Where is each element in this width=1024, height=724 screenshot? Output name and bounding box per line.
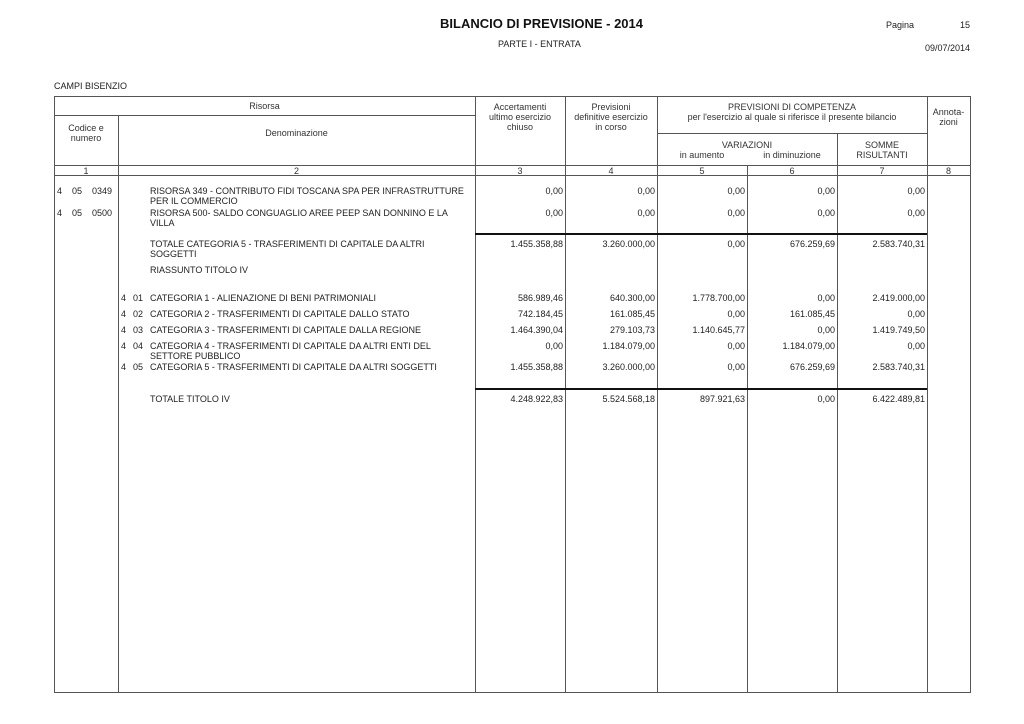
row-description: RISORSA 500- SALDO CONGUAGLIO AREE PEEP … [150,208,448,228]
category-code: 05 [133,362,144,372]
row-description: CATEGORIA 4 - TRASFERIMENTI DI CAPITALE … [150,341,431,361]
row-description: RIASSUNTO TITOLO IV [150,265,249,275]
amount-cell: 0,00 [817,186,835,196]
amount-cell: 2.583.740,31 [872,362,925,372]
resource-code: 05 [72,208,83,218]
column-number: 5 [699,166,705,176]
amount-cell: 0,00 [817,325,835,335]
resource-code: 0349 [92,186,113,196]
amount-cell: 0,00 [907,186,925,196]
amount-cell: 5.524.568,18 [602,394,655,404]
amount-cell: 1.464.390,04 [510,325,563,335]
resource-code: 05 [72,186,83,196]
category-code: 4 [121,325,127,335]
amount-cell: 1.419.749,50 [872,325,925,335]
amount-cell: 0,00 [727,186,745,196]
row-description: CATEGORIA 3 - TRASFERIMENTI DI CAPITALE … [150,325,422,335]
amount-cell: 0,00 [817,208,835,218]
amount-cell: 1.455.358,88 [510,362,563,372]
row-description: CATEGORIA 1 - ALIENAZIONE DI BENI PATRIM… [150,293,377,303]
amount-cell: 1.455.358,88 [510,239,563,249]
amount-cell: 3.260.000,00 [602,239,655,249]
category-code: 4 [121,341,127,351]
header-risorsa: Risorsa [249,101,280,111]
page-label: Pagina [886,20,915,30]
amount-cell: 161.085,45 [609,309,655,319]
amount-cell: 640.300,00 [609,293,655,303]
amount-cell: 4.248.922,83 [510,394,563,404]
amount-cell: 279.103,73 [609,325,655,335]
header-somme: SOMME RISULTANTI [856,140,908,160]
category-code: 02 [133,309,144,319]
amount-cell: 0,00 [907,341,925,351]
report-subtitle: PARTE I - ENTRATA [498,39,581,49]
resource-code: 4 [57,208,63,218]
header-in-aumento: in aumento [679,150,725,160]
row-description: CATEGORIA 5 - TRASFERIMENTI DI CAPITALE … [150,362,437,372]
header-accertamenti: Accertamenti ultimo esercizio chiuso [488,102,552,132]
column-number: 3 [517,166,523,176]
column-number: 1 [83,166,89,176]
amount-cell: 0,00 [727,208,745,218]
header-codice: Codice e numero [68,123,104,143]
amount-cell: 897.921,63 [699,394,745,404]
amount-cell: 676.259,69 [789,362,835,372]
page-number: 15 [959,20,970,30]
amount-cell: 0,00 [727,239,745,249]
header-in-diminuzione: in diminuzione [763,150,821,160]
amount-cell: 0,00 [545,186,563,196]
amount-cell: 1.140.645,77 [692,325,745,335]
amount-cell: 0,00 [907,309,925,319]
report-title: BILANCIO DI PREVISIONE - 2014 [440,16,643,31]
category-code: 4 [121,362,127,372]
header-denominazione: Denominazione [265,128,328,138]
column-number: 4 [608,166,614,176]
amount-cell: 0,00 [727,309,745,319]
amount-cell: 6.422.489,81 [872,394,925,404]
row-description: TOTALE CATEGORIA 5 - TRASFERIMENTI DI CA… [150,239,425,259]
category-code: 03 [133,325,144,335]
amount-cell: 586.989,46 [517,293,563,303]
amount-cell: 161.085,45 [789,309,835,319]
report-date: 09/07/2014 [924,43,970,53]
amount-cell: 0,00 [727,362,745,372]
amount-cell: 3.260.000,00 [602,362,655,372]
category-code: 4 [121,309,127,319]
header-previsioni: Previsioni definitive esercizio in corso [574,102,648,132]
amount-cell: 0,00 [727,341,745,351]
amount-cell: 1.184.079,00 [782,341,835,351]
row-description: CATEGORIA 2 - TRASFERIMENTI DI CAPITALE … [150,309,410,319]
amount-cell: 0,00 [817,394,835,404]
amount-cell: 2.583.740,31 [872,239,925,249]
row-description: RISORSA 349 - CONTRIBUTO FIDI TOSCANA SP… [150,186,464,206]
header-variazioni: VARIAZIONI [721,140,773,150]
amount-cell: 0,00 [817,293,835,303]
column-number: 7 [879,166,885,176]
column-number: 6 [789,166,795,176]
resource-code: 0500 [92,208,113,218]
amount-cell: 0,00 [637,208,655,218]
header-annotazioni: Annota- zioni [932,107,965,127]
amount-cell: 676.259,69 [789,239,835,249]
amount-cell: 0,00 [907,208,925,218]
amount-cell: 0,00 [637,186,655,196]
category-code: 04 [133,341,144,351]
column-number: 8 [945,166,951,176]
category-code: 4 [121,293,127,303]
amount-cell: 2.419.000,00 [872,293,925,303]
header-competenza: PREVISIONI DI COMPETENZA per l'esercizio… [687,102,897,122]
amount-cell: 0,00 [545,341,563,351]
column-number: 2 [293,166,299,176]
amount-cell: 1.778.700,00 [692,293,745,303]
category-code: 01 [133,293,144,303]
entity-name: CAMPI BISENZIO [54,81,128,91]
amount-cell: 742.184,45 [517,309,563,319]
amount-cell: 1.184.079,00 [602,341,655,351]
resource-code: 4 [57,186,63,196]
row-description: TOTALE TITOLO IV [150,394,230,404]
amount-cell: 0,00 [545,208,563,218]
